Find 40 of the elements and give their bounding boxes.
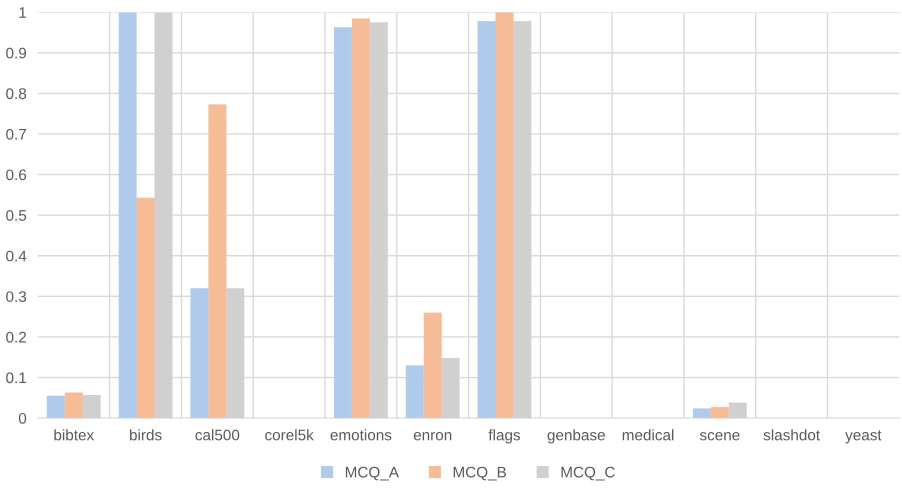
x-tick-label: birds [130,429,162,440]
bar [208,104,226,418]
x-tick-label: flags [488,429,520,444]
bar [424,312,442,418]
x-tick-label: slashdot [764,429,820,440]
legend-label: MCQ_C [562,466,615,480]
x-tick-label: scene [700,432,740,440]
x-tick-label: enron [414,432,452,440]
legend-label: MCQ_A [346,466,399,480]
bar [406,365,424,418]
y-tick-label: 0.3 [6,291,26,302]
y-tick-label: 0 [18,412,26,424]
x-tick-label: corel5k [265,429,314,440]
x-tick-label: genbase [548,429,605,444]
bar [118,12,137,418]
legend-label: MCQ_B [454,466,506,480]
bar [710,407,729,418]
bar [46,396,65,418]
x-tick-label: emotions [330,429,392,440]
y-tick-label: 0.2 [6,332,26,343]
bar [190,288,208,418]
x-tick-label: cal500 [195,429,240,440]
y-tick-label: 0.7 [6,128,26,140]
y-tick-label: 0.5 [6,210,26,221]
y-tick-label: 1 [19,7,26,18]
bar [478,21,496,418]
x-tick-label: yeast [845,430,882,444]
bar [692,408,711,418]
bar [334,27,352,418]
bar [352,18,370,418]
bar [64,392,83,418]
y-tick-label: 0.9 [6,48,26,58]
y-tick-label: 0.6 [6,169,26,180]
bar [136,198,155,418]
x-tick-label: medical [622,429,674,440]
y-tick-label: 0.4 [6,250,26,262]
bar [496,12,514,418]
y-tick-label: 0.1 [6,372,26,384]
y-tick-label: 0.8 [6,88,26,100]
x-tick-label: bibtex [54,429,94,440]
